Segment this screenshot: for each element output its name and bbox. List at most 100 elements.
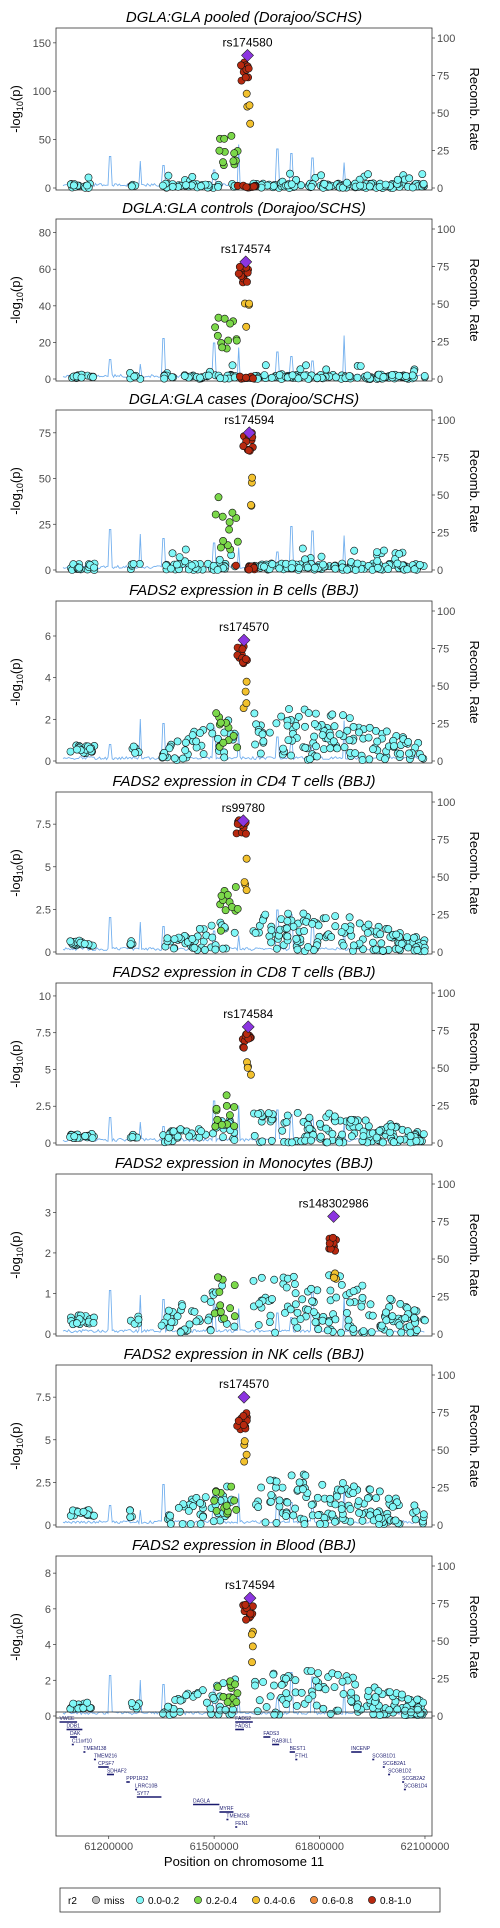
snp-point: [70, 1132, 79, 1141]
snp-point: [216, 926, 225, 935]
snp-point: [254, 1321, 263, 1329]
snp-point: [287, 564, 296, 572]
gene-label: SCGB1D2: [388, 1769, 412, 1775]
snp-point: [347, 1115, 356, 1124]
snp-point: [228, 361, 237, 370]
snp-point: [410, 1306, 419, 1315]
snp-point: [344, 1316, 353, 1325]
legend-label: 0.6-0.8: [322, 1896, 354, 1907]
snp-point: [329, 1233, 337, 1242]
snp-point: [188, 935, 197, 943]
snp-point: [213, 1115, 222, 1124]
snp-point: [173, 1132, 182, 1141]
snp-point: [158, 753, 167, 761]
snp-point: [390, 742, 398, 750]
snp-point: [188, 731, 197, 740]
snp-point: [257, 1273, 266, 1282]
snp-point: [330, 1112, 339, 1121]
snp-point: [90, 563, 98, 572]
snp-point: [286, 169, 294, 178]
panel-title: DGLA:GLA pooled (Dorajoo/SCHS): [126, 9, 362, 26]
snp-point: [300, 927, 308, 935]
y-axis-label: -log10(p): [8, 658, 25, 706]
snp-point: [283, 1111, 292, 1120]
snp-point: [166, 1511, 175, 1520]
snp-point: [379, 946, 387, 955]
snp-point: [192, 737, 201, 746]
y2-tick-label: 50: [437, 490, 449, 502]
snp-point: [242, 1450, 251, 1459]
snp-point: [283, 917, 292, 925]
snp-point: [366, 1485, 375, 1494]
snp-point: [211, 1122, 220, 1131]
snp-point: [419, 179, 428, 188]
snp-point: [242, 1615, 250, 1624]
y-tick-label: 0: [45, 1329, 51, 1341]
y2-axis-label: Recomb. Rate: [467, 1595, 482, 1678]
snp-point: [342, 178, 351, 187]
snp-point: [339, 941, 348, 950]
y2-tick-label: 75: [437, 1599, 449, 1611]
snp-point: [346, 1505, 355, 1513]
gene-label: INCENP: [351, 1746, 371, 1752]
snp-point: [272, 944, 281, 953]
snp-point: [281, 1512, 290, 1520]
snp-point: [242, 183, 251, 191]
y-tick-label: 2: [45, 714, 51, 726]
snp-point: [388, 1312, 397, 1321]
snp-point: [163, 934, 172, 943]
snp-point: [311, 1676, 320, 1685]
snp-point: [293, 1109, 302, 1117]
snp-point: [251, 929, 260, 937]
snp-point: [267, 926, 276, 935]
snp-point: [388, 371, 397, 379]
y2-tick-label: 25: [437, 1101, 449, 1113]
snp-point: [419, 1130, 428, 1138]
snp-point: [301, 555, 309, 564]
snp-point: [326, 1286, 335, 1295]
legend-label: 0.4-0.6: [264, 1896, 296, 1907]
snp-point: [220, 753, 229, 762]
y2-tick-label: 100: [437, 1370, 455, 1382]
snp-point: [345, 736, 354, 745]
y-axis-label-rest: (p): [8, 849, 23, 865]
y-axis-label-sub: 10: [15, 1056, 25, 1066]
snp-point: [167, 1318, 176, 1326]
snp-point: [250, 1132, 259, 1140]
snp-point: [287, 751, 295, 760]
y2-axis-label: Recomb. Rate: [467, 1022, 482, 1105]
snp-point: [281, 1674, 290, 1683]
snp-point: [230, 1312, 239, 1321]
snp-point: [224, 336, 233, 345]
snp-point: [284, 909, 292, 918]
panel-title: DGLA:GLA cases (Dorajoo/SCHS): [129, 391, 359, 408]
snp-point: [216, 1308, 225, 1316]
snp-point: [213, 331, 222, 340]
snp-point: [216, 1301, 225, 1310]
snp-point: [337, 928, 346, 936]
snp-point: [404, 943, 413, 952]
gene-label: VWCE: [60, 1716, 76, 1722]
x-tick-label: 61200000: [84, 1841, 133, 1853]
snp-point: [379, 373, 388, 381]
snp-point: [326, 1494, 334, 1503]
snp-point: [307, 1500, 316, 1509]
y-tick-label: 2: [45, 1248, 51, 1260]
y-tick-label: 1: [45, 1288, 51, 1300]
snp-point: [84, 173, 93, 182]
snp-point: [261, 361, 270, 370]
y2-axis-label: Recomb. Rate: [467, 831, 482, 914]
snp-point: [379, 1138, 387, 1147]
recomb-rate-line: [62, 335, 425, 379]
y-tick-label: 150: [33, 38, 51, 50]
lead-snp-marker: [236, 814, 250, 828]
snp-point: [307, 1136, 315, 1145]
snp-point: [382, 1308, 390, 1317]
snp-point: [213, 566, 222, 574]
snp-point: [164, 1702, 172, 1711]
snp-point: [214, 493, 223, 502]
snp-point: [196, 729, 204, 737]
snp-point: [88, 1134, 97, 1142]
snp-point: [187, 561, 196, 570]
